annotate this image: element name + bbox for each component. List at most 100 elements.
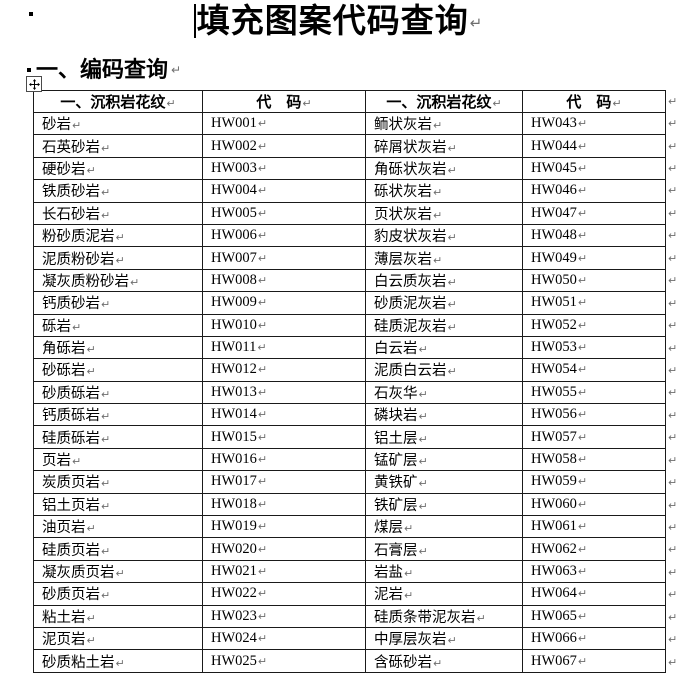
code-cell[interactable]: HW043↵ xyxy=(522,111,666,136)
rock-name-cell[interactable]: 粘土岩↵ xyxy=(33,604,203,628)
code-cell[interactable]: HW050↵ xyxy=(522,268,666,293)
code-cell[interactable]: HW007↵ xyxy=(202,246,366,270)
code-cell[interactable]: HW061↵ xyxy=(522,515,666,539)
code-cell[interactable]: HW016↵ xyxy=(202,447,366,472)
code-cell[interactable]: HW025↵ xyxy=(202,649,366,673)
code-cell[interactable]: HW046↵ xyxy=(522,179,666,203)
rock-name-cell[interactable]: 砂质泥灰岩↵ xyxy=(365,291,523,315)
code-cell[interactable]: HW002↵ xyxy=(202,134,366,158)
rock-name-cell[interactable]: 硅质条带泥灰岩↵ xyxy=(365,604,523,628)
rock-name-cell[interactable]: 泥页岩↵ xyxy=(33,626,203,651)
rock-name-cell[interactable]: 油页岩↵ xyxy=(33,515,203,539)
code-cell[interactable]: HW022↵ xyxy=(202,582,366,606)
table-move-handle[interactable] xyxy=(26,76,42,92)
code-cell[interactable]: HW006↵ xyxy=(202,223,366,248)
rock-name-cell[interactable]: 页状灰岩↵ xyxy=(365,201,523,225)
rock-name-cell[interactable]: 长石砂岩↵ xyxy=(33,201,203,225)
code-cell[interactable]: HW020↵ xyxy=(202,537,366,561)
rock-name-cell[interactable]: 白云质灰岩↵ xyxy=(365,268,523,293)
section-heading[interactable]: 一、编码查询 ↵ xyxy=(27,57,181,83)
code-cell[interactable]: HW001↵ xyxy=(202,111,366,136)
header-code-2[interactable]: 代 码↵ xyxy=(522,90,666,113)
rock-name-cell[interactable]: 砾岩↵ xyxy=(33,313,203,337)
rock-name-cell[interactable]: 铝土页岩↵ xyxy=(33,492,203,517)
rock-name-cell[interactable]: 中厚层灰岩↵ xyxy=(365,626,523,651)
code-cell[interactable]: HW067↵ xyxy=(522,649,666,673)
rock-name-cell[interactable]: 泥岩↵ xyxy=(365,582,523,606)
rock-name-cell[interactable]: 碎屑状灰岩↵ xyxy=(365,134,523,158)
rock-name-cell[interactable]: 凝灰质页岩↵ xyxy=(33,559,203,584)
rock-name-cell[interactable]: 泥质粉砂岩↵ xyxy=(33,246,203,270)
code-cell[interactable]: HW021↵ xyxy=(202,559,366,584)
rock-name-cell[interactable]: 钙质砾岩↵ xyxy=(33,403,203,427)
rock-name-cell[interactable]: 铝土层↵ xyxy=(365,425,523,449)
code-cell[interactable]: HW014↵ xyxy=(202,403,366,427)
rock-name-cell[interactable]: 角砾状灰岩↵ xyxy=(365,156,523,181)
code-cell[interactable]: HW063↵ xyxy=(522,559,666,584)
rock-name-cell[interactable]: 钙质砂岩↵ xyxy=(33,291,203,315)
code-cell[interactable]: HW060↵ xyxy=(522,492,666,517)
code-cell[interactable]: HW008↵ xyxy=(202,268,366,293)
code-cell[interactable]: HW058↵ xyxy=(522,447,666,472)
rock-name-cell[interactable]: 砂质页岩↵ xyxy=(33,582,203,606)
rock-name-cell[interactable]: 砂质砾岩↵ xyxy=(33,380,203,405)
code-cell[interactable]: HW015↵ xyxy=(202,425,366,449)
rock-name-cell[interactable]: 铁矿层↵ xyxy=(365,492,523,517)
rock-name-cell[interactable]: 铁质砂岩↵ xyxy=(33,179,203,203)
rock-name-cell[interactable]: 黄铁矿↵ xyxy=(365,470,523,494)
code-cell[interactable]: HW012↵ xyxy=(202,358,366,382)
code-cell[interactable]: HW052↵ xyxy=(522,313,666,337)
rock-name-cell[interactable]: 凝灰质粉砂岩↵ xyxy=(33,268,203,293)
code-cell[interactable]: HW009↵ xyxy=(202,291,366,315)
code-cell[interactable]: HW056↵ xyxy=(522,403,666,427)
document-title[interactable]: 填充图案代码查询↵ xyxy=(0,2,676,43)
rock-name-cell[interactable]: 白云岩↵ xyxy=(365,335,523,360)
rock-name-cell[interactable]: 砂质粘土岩↵ xyxy=(33,649,203,673)
code-cell[interactable]: HW003↵ xyxy=(202,156,366,181)
rock-name-cell[interactable]: 硅质泥灰岩↵ xyxy=(365,313,523,337)
rock-name-cell[interactable]: 角砾岩↵ xyxy=(33,335,203,360)
code-cell[interactable]: HW018↵ xyxy=(202,492,366,517)
rock-name-cell[interactable]: 砂岩↵ xyxy=(33,111,203,136)
code-cell[interactable]: HW011↵ xyxy=(202,335,366,360)
code-cell[interactable]: HW047↵ xyxy=(522,201,666,225)
code-cell[interactable]: HW005↵ xyxy=(202,201,366,225)
code-cell[interactable]: HW065↵ xyxy=(522,604,666,628)
rock-name-cell[interactable]: 炭质页岩↵ xyxy=(33,470,203,494)
code-cell[interactable]: HW054↵ xyxy=(522,358,666,382)
rock-name-cell[interactable]: 砾状灰岩↵ xyxy=(365,179,523,203)
code-cell[interactable]: HW049↵ xyxy=(522,246,666,270)
code-cell[interactable]: HW055↵ xyxy=(522,380,666,405)
rock-name-cell[interactable]: 豹皮状灰岩↵ xyxy=(365,223,523,248)
code-cell[interactable]: HW057↵ xyxy=(522,425,666,449)
header-rock-pattern-2[interactable]: 一、沉积岩花纹↵ xyxy=(365,90,523,113)
header-code-1[interactable]: 代 码↵ xyxy=(202,90,366,113)
rock-name-cell[interactable]: 页岩↵ xyxy=(33,447,203,472)
code-cell[interactable]: HW010↵ xyxy=(202,313,366,337)
code-cell[interactable]: HW062↵ xyxy=(522,537,666,561)
code-cell[interactable]: HW044↵ xyxy=(522,134,666,158)
code-cell[interactable]: HW066↵ xyxy=(522,626,666,651)
rock-name-cell[interactable]: 硅质页岩↵ xyxy=(33,537,203,561)
code-cell[interactable]: HW017↵ xyxy=(202,470,366,494)
rock-name-cell[interactable]: 硬砂岩↵ xyxy=(33,156,203,181)
rock-name-cell[interactable]: 含砾砂岩↵ xyxy=(365,649,523,673)
rock-name-cell[interactable]: 泥质白云岩↵ xyxy=(365,358,523,382)
rock-name-cell[interactable]: 粉砂质泥岩↵ xyxy=(33,223,203,248)
rock-name-cell[interactable]: 石灰华↵ xyxy=(365,380,523,405)
code-cell[interactable]: HW051↵ xyxy=(522,291,666,315)
code-cell[interactable]: HW004↵ xyxy=(202,179,366,203)
rock-name-cell[interactable]: 岩盐↵ xyxy=(365,559,523,584)
rock-name-cell[interactable]: 磷块岩↵ xyxy=(365,403,523,427)
rock-name-cell[interactable]: 锰矿层↵ xyxy=(365,447,523,472)
code-cell[interactable]: HW064↵ xyxy=(522,582,666,606)
rock-name-cell[interactable]: 石膏层↵ xyxy=(365,537,523,561)
rock-name-cell[interactable]: 鲕状灰岩↵ xyxy=(365,111,523,136)
rock-name-cell[interactable]: 煤层↵ xyxy=(365,515,523,539)
code-cell[interactable]: HW048↵ xyxy=(522,223,666,248)
rock-name-cell[interactable]: 硅质砾岩↵ xyxy=(33,425,203,449)
code-cell[interactable]: HW059↵ xyxy=(522,470,666,494)
code-cell[interactable]: HW019↵ xyxy=(202,515,366,539)
code-cell[interactable]: HW053↵ xyxy=(522,335,666,360)
code-cell[interactable]: HW023↵ xyxy=(202,604,366,628)
